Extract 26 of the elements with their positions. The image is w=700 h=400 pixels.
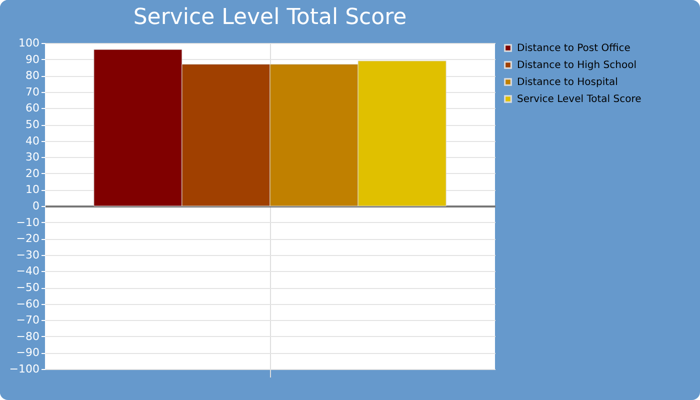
- legend-label: Distance to Hospital: [517, 77, 618, 88]
- y-tick-label: −30: [16, 248, 40, 262]
- y-tick-label: 10: [26, 183, 40, 196]
- y-tick-label: −40: [16, 264, 40, 278]
- y-tick-label: 100: [18, 36, 40, 50]
- y-tick-label: 40: [26, 134, 40, 148]
- y-tick-label: −100: [9, 362, 40, 376]
- y-tick-label: 90: [26, 52, 40, 66]
- legend-label: Distance to Post Office: [517, 43, 630, 54]
- y-tick-label: 70: [26, 85, 40, 98]
- y-tick-label: 20: [26, 166, 40, 180]
- legend-label: Distance to High School: [517, 60, 636, 71]
- y-tick-label: 0: [32, 200, 40, 212]
- y-tick-label: 80: [26, 69, 40, 82]
- y-tick-label: 60: [26, 102, 40, 115]
- y-tick-label: −80: [16, 330, 40, 343]
- legend-label: Service Level Total Score: [517, 94, 642, 105]
- y-tick-label: 30: [26, 150, 40, 164]
- y-tick-label: −60: [16, 297, 40, 310]
- chart-title: Service Level Total Score: [133, 5, 407, 30]
- y-tick-label: −90: [16, 346, 40, 360]
- y-tick-label: −70: [16, 314, 40, 327]
- y-tick-label: −10: [16, 216, 40, 229]
- y-tick-label: −20: [16, 232, 40, 246]
- y-tick-label: −50: [16, 281, 40, 294]
- y-tick-label: 50: [26, 118, 40, 131]
